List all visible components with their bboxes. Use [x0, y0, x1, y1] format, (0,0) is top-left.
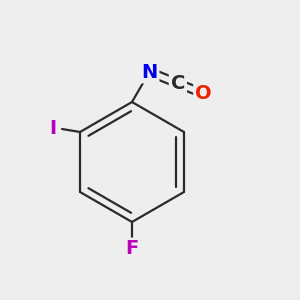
Text: O: O	[195, 84, 212, 103]
Text: C: C	[171, 74, 185, 93]
Text: N: N	[141, 62, 158, 82]
Text: I: I	[50, 119, 57, 139]
Text: F: F	[125, 239, 139, 259]
